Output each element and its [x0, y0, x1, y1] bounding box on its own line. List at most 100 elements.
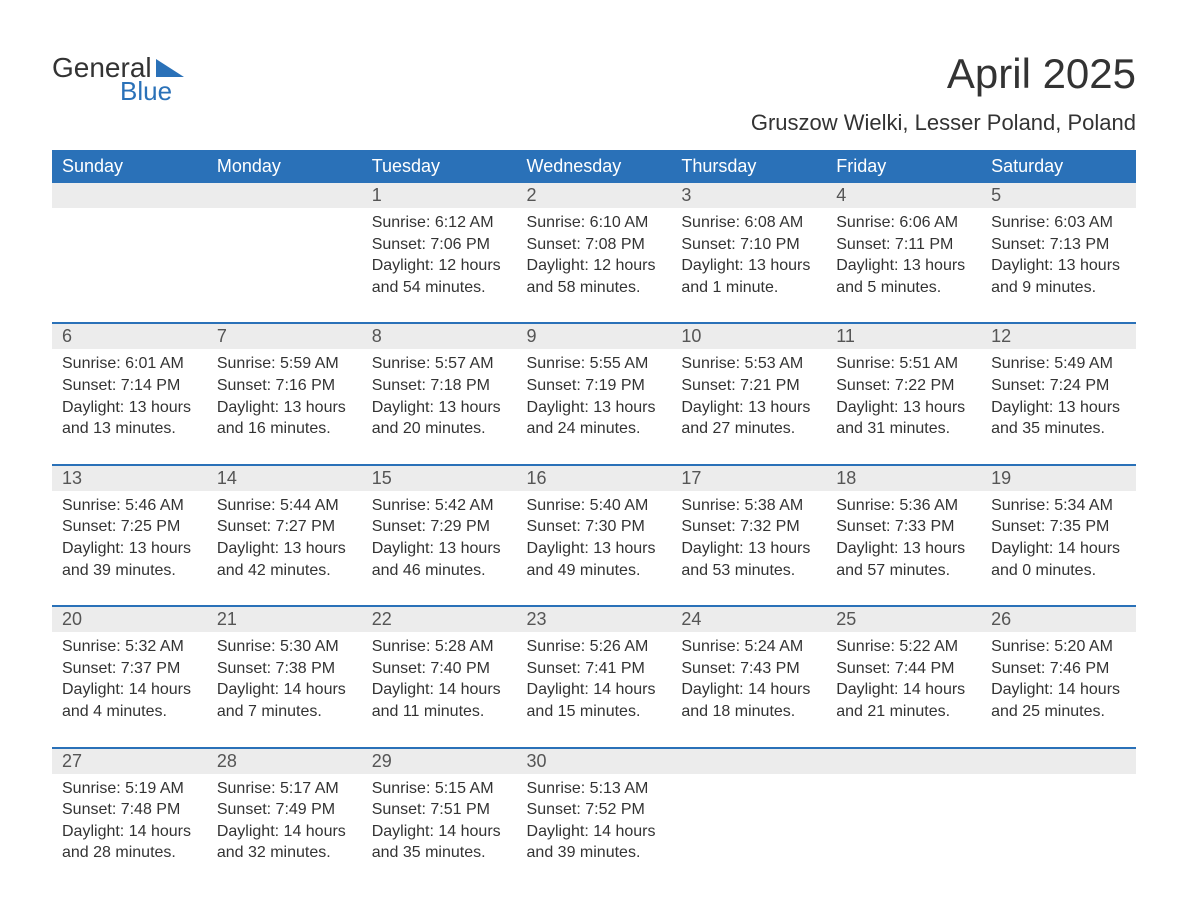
daylight-text: Daylight: 13 hours and 53 minutes. — [681, 538, 816, 581]
day-details: Sunrise: 5:44 AMSunset: 7:27 PMDaylight:… — [207, 491, 362, 581]
day-details: Sunrise: 5:32 AMSunset: 7:37 PMDaylight:… — [52, 632, 207, 722]
calendar-day-cell: 18Sunrise: 5:36 AMSunset: 7:33 PMDayligh… — [826, 466, 981, 606]
calendar-day-cell: 30Sunrise: 5:13 AMSunset: 7:52 PMDayligh… — [517, 749, 672, 888]
day-details: Sunrise: 6:01 AMSunset: 7:14 PMDaylight:… — [52, 349, 207, 439]
daylight-text: Daylight: 12 hours and 54 minutes. — [372, 255, 507, 298]
day-number: 13 — [52, 466, 207, 491]
calendar-day-cell: 7Sunrise: 5:59 AMSunset: 7:16 PMDaylight… — [207, 324, 362, 464]
sunrise-text: Sunrise: 5:28 AM — [372, 636, 507, 658]
calendar-day-cell: 13Sunrise: 5:46 AMSunset: 7:25 PMDayligh… — [52, 466, 207, 606]
calendar-day-cell: 2Sunrise: 6:10 AMSunset: 7:08 PMDaylight… — [517, 183, 672, 323]
day-number: 29 — [362, 749, 517, 774]
sunrise-text: Sunrise: 5:13 AM — [527, 778, 662, 800]
sunset-text: Sunset: 7:48 PM — [62, 799, 197, 821]
sunrise-text: Sunrise: 6:08 AM — [681, 212, 816, 234]
sunset-text: Sunset: 7:10 PM — [681, 234, 816, 256]
daylight-text: Daylight: 13 hours and 27 minutes. — [681, 397, 816, 440]
sunrise-text: Sunrise: 5:15 AM — [372, 778, 507, 800]
calendar-week-row: 6Sunrise: 6:01 AMSunset: 7:14 PMDaylight… — [52, 324, 1136, 464]
day-details: Sunrise: 5:55 AMSunset: 7:19 PMDaylight:… — [517, 349, 672, 439]
sunset-text: Sunset: 7:40 PM — [372, 658, 507, 680]
daylight-text: Daylight: 13 hours and 24 minutes. — [527, 397, 662, 440]
day-number: 3 — [671, 183, 826, 208]
calendar-day-cell: 21Sunrise: 5:30 AMSunset: 7:38 PMDayligh… — [207, 607, 362, 747]
day-number: 17 — [671, 466, 826, 491]
sunset-text: Sunset: 7:25 PM — [62, 516, 197, 538]
day-number: 11 — [826, 324, 981, 349]
day-number — [671, 749, 826, 774]
sunset-text: Sunset: 7:19 PM — [527, 375, 662, 397]
day-number — [207, 183, 362, 208]
daylight-text: Daylight: 14 hours and 25 minutes. — [991, 679, 1126, 722]
daylight-text: Daylight: 13 hours and 31 minutes. — [836, 397, 971, 440]
daylight-text: Daylight: 13 hours and 20 minutes. — [372, 397, 507, 440]
day-number: 22 — [362, 607, 517, 632]
calendar-day-cell: 8Sunrise: 5:57 AMSunset: 7:18 PMDaylight… — [362, 324, 517, 464]
day-details: Sunrise: 6:03 AMSunset: 7:13 PMDaylight:… — [981, 208, 1136, 298]
day-number: 27 — [52, 749, 207, 774]
day-number: 19 — [981, 466, 1136, 491]
day-number: 9 — [517, 324, 672, 349]
calendar-day-cell: 24Sunrise: 5:24 AMSunset: 7:43 PMDayligh… — [671, 607, 826, 747]
sunrise-text: Sunrise: 5:30 AM — [217, 636, 352, 658]
sunset-text: Sunset: 7:14 PM — [62, 375, 197, 397]
weekday-header: Tuesday — [362, 150, 517, 183]
calendar-day-cell: 5Sunrise: 6:03 AMSunset: 7:13 PMDaylight… — [981, 183, 1136, 323]
sunrise-text: Sunrise: 6:01 AM — [62, 353, 197, 375]
day-number: 8 — [362, 324, 517, 349]
day-details: Sunrise: 5:24 AMSunset: 7:43 PMDaylight:… — [671, 632, 826, 722]
calendar-day-cell: 28Sunrise: 5:17 AMSunset: 7:49 PMDayligh… — [207, 749, 362, 888]
sunset-text: Sunset: 7:37 PM — [62, 658, 197, 680]
calendar-day-cell: 10Sunrise: 5:53 AMSunset: 7:21 PMDayligh… — [671, 324, 826, 464]
calendar-day-cell: 19Sunrise: 5:34 AMSunset: 7:35 PMDayligh… — [981, 466, 1136, 606]
day-details: Sunrise: 6:08 AMSunset: 7:10 PMDaylight:… — [671, 208, 826, 298]
day-number: 20 — [52, 607, 207, 632]
calendar-day-cell: 27Sunrise: 5:19 AMSunset: 7:48 PMDayligh… — [52, 749, 207, 888]
sunset-text: Sunset: 7:30 PM — [527, 516, 662, 538]
day-details: Sunrise: 5:46 AMSunset: 7:25 PMDaylight:… — [52, 491, 207, 581]
sunset-text: Sunset: 7:32 PM — [681, 516, 816, 538]
sunset-text: Sunset: 7:27 PM — [217, 516, 352, 538]
calendar-day-cell: 25Sunrise: 5:22 AMSunset: 7:44 PMDayligh… — [826, 607, 981, 747]
day-details: Sunrise: 5:49 AMSunset: 7:24 PMDaylight:… — [981, 349, 1136, 439]
day-details: Sunrise: 5:51 AMSunset: 7:22 PMDaylight:… — [826, 349, 981, 439]
day-number: 18 — [826, 466, 981, 491]
calendar-day-cell — [981, 749, 1136, 888]
day-number: 12 — [981, 324, 1136, 349]
daylight-text: Daylight: 13 hours and 1 minute. — [681, 255, 816, 298]
daylight-text: Daylight: 14 hours and 32 minutes. — [217, 821, 352, 864]
calendar-day-cell: 12Sunrise: 5:49 AMSunset: 7:24 PMDayligh… — [981, 324, 1136, 464]
day-details: Sunrise: 5:22 AMSunset: 7:44 PMDaylight:… — [826, 632, 981, 722]
calendar-day-cell: 16Sunrise: 5:40 AMSunset: 7:30 PMDayligh… — [517, 466, 672, 606]
day-number: 26 — [981, 607, 1136, 632]
daylight-text: Daylight: 14 hours and 11 minutes. — [372, 679, 507, 722]
daylight-text: Daylight: 14 hours and 0 minutes. — [991, 538, 1126, 581]
daylight-text: Daylight: 14 hours and 21 minutes. — [836, 679, 971, 722]
calendar-day-cell — [671, 749, 826, 888]
calendar-table: SundayMondayTuesdayWednesdayThursdayFrid… — [52, 150, 1136, 888]
daylight-text: Daylight: 13 hours and 5 minutes. — [836, 255, 971, 298]
day-details: Sunrise: 5:59 AMSunset: 7:16 PMDaylight:… — [207, 349, 362, 439]
calendar-day-cell: 6Sunrise: 6:01 AMSunset: 7:14 PMDaylight… — [52, 324, 207, 464]
daylight-text: Daylight: 13 hours and 42 minutes. — [217, 538, 352, 581]
day-details: Sunrise: 5:15 AMSunset: 7:51 PMDaylight:… — [362, 774, 517, 864]
day-number: 15 — [362, 466, 517, 491]
daylight-text: Daylight: 13 hours and 16 minutes. — [217, 397, 352, 440]
day-details: Sunrise: 5:57 AMSunset: 7:18 PMDaylight:… — [362, 349, 517, 439]
sunset-text: Sunset: 7:18 PM — [372, 375, 507, 397]
daylight-text: Daylight: 13 hours and 49 minutes. — [527, 538, 662, 581]
sunset-text: Sunset: 7:24 PM — [991, 375, 1126, 397]
sunset-text: Sunset: 7:11 PM — [836, 234, 971, 256]
daylight-text: Daylight: 13 hours and 35 minutes. — [991, 397, 1126, 440]
sunrise-text: Sunrise: 5:38 AM — [681, 495, 816, 517]
calendar-day-cell: 3Sunrise: 6:08 AMSunset: 7:10 PMDaylight… — [671, 183, 826, 323]
day-number: 4 — [826, 183, 981, 208]
daylight-text: Daylight: 13 hours and 39 minutes. — [62, 538, 197, 581]
daylight-text: Daylight: 13 hours and 46 minutes. — [372, 538, 507, 581]
sunset-text: Sunset: 7:51 PM — [372, 799, 507, 821]
day-details: Sunrise: 5:20 AMSunset: 7:46 PMDaylight:… — [981, 632, 1136, 722]
day-number: 14 — [207, 466, 362, 491]
daylight-text: Daylight: 13 hours and 9 minutes. — [991, 255, 1126, 298]
sunrise-text: Sunrise: 6:06 AM — [836, 212, 971, 234]
sunset-text: Sunset: 7:08 PM — [527, 234, 662, 256]
